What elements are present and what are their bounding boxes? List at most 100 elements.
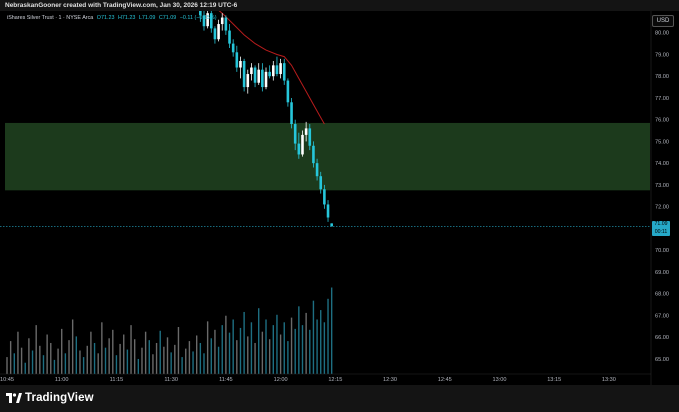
candle-body bbox=[297, 143, 301, 155]
volume-bar bbox=[24, 362, 26, 374]
legend-symbol: iShares Silver Trust · 1 · NYSE Arca bbox=[7, 15, 94, 21]
volume-bar bbox=[221, 325, 223, 374]
y-tick-label: 80.00 bbox=[655, 31, 669, 37]
volume-bar bbox=[305, 312, 307, 374]
volume-bar bbox=[283, 322, 285, 374]
volume-bar bbox=[53, 359, 56, 374]
candle-body bbox=[272, 65, 275, 77]
volume-bar bbox=[192, 351, 194, 374]
price-chart[interactable]: 80.00 79.00 78.00 77.00 76.00 75.00 74.00 73.00… bbox=[0, 11, 679, 385]
volume-bar bbox=[316, 319, 318, 374]
volume-bar bbox=[79, 350, 81, 374]
legend-low: L71.09 bbox=[138, 15, 156, 21]
candle-body bbox=[308, 128, 312, 146]
candle-body bbox=[199, 11, 202, 16]
volume-bar bbox=[279, 334, 282, 374]
volume-bar bbox=[39, 345, 41, 374]
volume-bar bbox=[13, 353, 15, 374]
tradingview-logo-icon bbox=[6, 393, 22, 403]
volume-bar bbox=[236, 340, 238, 374]
volume-bar bbox=[148, 340, 150, 374]
x-tick-label: 12:15 bbox=[328, 377, 342, 383]
volume-bar bbox=[133, 339, 136, 374]
last-price-tag: 71.09 00:11 bbox=[652, 221, 670, 236]
candle-body bbox=[275, 65, 279, 75]
volume-bar bbox=[28, 338, 30, 374]
support-zone bbox=[5, 122, 650, 191]
volume-bar bbox=[199, 342, 202, 374]
volume-bar bbox=[31, 350, 34, 374]
volume-bar bbox=[112, 329, 114, 374]
x-tick-label: 12:45 bbox=[438, 377, 452, 383]
volume-bar bbox=[177, 327, 180, 374]
volume-bar bbox=[294, 328, 296, 374]
candle-body bbox=[202, 15, 206, 27]
volume-bar bbox=[104, 347, 107, 374]
candle-body bbox=[246, 74, 250, 88]
volume-bar bbox=[119, 343, 121, 374]
volume-bar bbox=[195, 335, 198, 374]
candle-body bbox=[264, 71, 268, 88]
volume-bar bbox=[170, 352, 172, 374]
y-tick-label: 66.00 bbox=[655, 335, 669, 341]
volume-bar bbox=[312, 300, 315, 374]
volume-bar bbox=[71, 319, 74, 374]
y-tick-label: 72.00 bbox=[655, 205, 669, 211]
volume-bar bbox=[174, 344, 176, 374]
candle-body bbox=[231, 43, 235, 53]
volume-bar bbox=[126, 349, 129, 374]
volume-bar bbox=[75, 336, 78, 374]
volume-bar bbox=[93, 342, 96, 374]
volume-bar bbox=[217, 346, 220, 374]
candle-body bbox=[257, 69, 261, 83]
volume-bar bbox=[309, 329, 311, 374]
y-tick-label: 75.00 bbox=[655, 139, 669, 145]
volume-bar bbox=[90, 331, 92, 374]
candle-body bbox=[250, 67, 253, 75]
chart-header: NebraskanGooner created with TradingView… bbox=[5, 2, 238, 9]
volume-bar bbox=[261, 331, 264, 374]
candle-body bbox=[301, 134, 304, 155]
candle-body bbox=[315, 163, 319, 177]
volume-bar bbox=[206, 321, 209, 374]
volume-bar bbox=[9, 341, 12, 374]
volume-bar bbox=[181, 357, 183, 374]
candle-body bbox=[304, 128, 308, 135]
volume-bar bbox=[247, 336, 249, 374]
volume-bar bbox=[214, 329, 216, 374]
tradingview-logo[interactable]: TradingView bbox=[6, 392, 94, 404]
volume-bar bbox=[101, 322, 103, 374]
volume-bar bbox=[50, 342, 52, 374]
x-tick-label: 11:00 bbox=[55, 377, 69, 383]
candle-body bbox=[293, 124, 297, 144]
candle-body bbox=[217, 24, 220, 40]
volume-bar bbox=[298, 306, 300, 374]
candle-body bbox=[220, 17, 224, 25]
price-axis bbox=[651, 11, 679, 385]
volume-bar bbox=[97, 353, 99, 374]
volume-bar bbox=[35, 325, 37, 374]
volume-bar bbox=[287, 341, 289, 374]
volume-bar bbox=[141, 347, 143, 374]
legend-open: O71.23 bbox=[96, 15, 115, 21]
volume-bar bbox=[301, 325, 304, 374]
volume-bar bbox=[108, 338, 110, 374]
legend-high: H71.23 bbox=[117, 15, 136, 21]
x-tick-label: 13:00 bbox=[492, 377, 506, 383]
currency-button[interactable]: USD bbox=[652, 15, 674, 27]
volume-bar bbox=[137, 358, 140, 374]
volume-bar bbox=[323, 322, 326, 374]
candle-body bbox=[319, 176, 323, 190]
volume-bar bbox=[64, 353, 67, 374]
volume-bar bbox=[46, 334, 48, 374]
volume-bar bbox=[185, 348, 187, 374]
x-tick-label: 12:30 bbox=[383, 377, 397, 383]
volume-bar bbox=[166, 337, 169, 374]
footer-bar: TradingView bbox=[0, 385, 679, 412]
candle-body bbox=[228, 30, 231, 44]
candle-body bbox=[206, 13, 209, 27]
x-tick-label: 12:00 bbox=[274, 377, 288, 383]
volume-bar bbox=[258, 308, 260, 374]
volume-bar bbox=[163, 346, 165, 374]
volume-bar bbox=[86, 345, 88, 374]
